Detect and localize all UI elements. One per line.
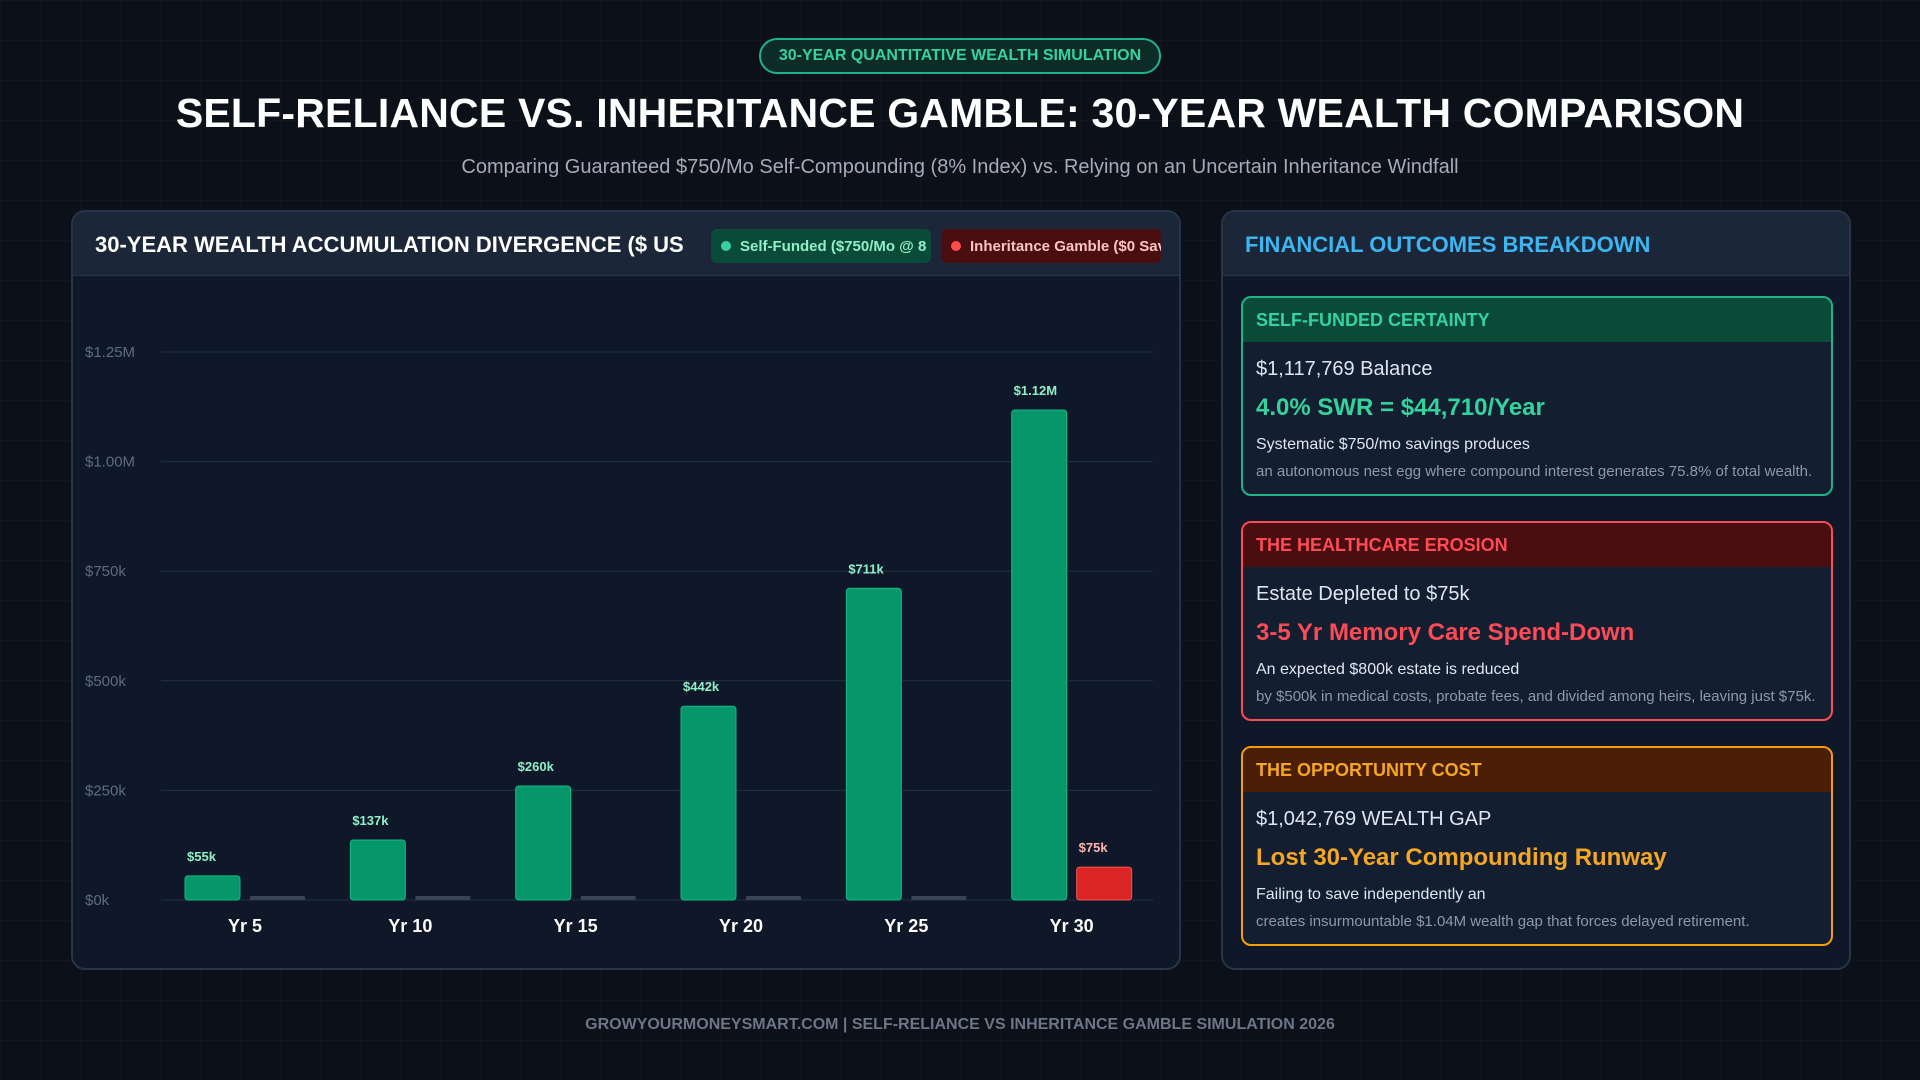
- wealth-bar-chart: $0k $250k $500k $750k $1.00M $1.25M $55k Yr 5 $1…: [85, 344, 1153, 936]
- bar-baseline-marker: [911, 896, 967, 900]
- data-label: $711k: [848, 561, 884, 576]
- y-tick-label: $250k: [85, 782, 126, 799]
- breakdown-panel: FINANCIAL OUTCOMES BREAKDOWN SELF-FUNDED…: [1221, 210, 1851, 970]
- bar-self-funded: [515, 785, 572, 901]
- card-self-funded-certainty: SELF-FUNDED CERTAINTY $1,117,769 Balance…: [1241, 296, 1833, 496]
- data-label: $55k: [187, 849, 217, 864]
- card-highlight: 3-5 Yr Memory Care Spend-Down: [1256, 619, 1635, 646]
- x-tick-label: Yr 10: [388, 916, 432, 936]
- page-title: SELF-RELIANCE VS. INHERITANCE GAMBLE: 30…: [175, 90, 1745, 136]
- card-detail: an autonomous nest egg where compound in…: [1256, 463, 1813, 480]
- card-heading: THE HEALTHCARE EROSION: [1243, 523, 1831, 567]
- breakdown-panel-header: FINANCIAL OUTCOMES BREAKDOWN: [1223, 212, 1849, 276]
- breakdown-title: FINANCIAL OUTCOMES BREAKDOWN: [1245, 232, 1651, 257]
- chart-title: 30-YEAR WEALTH ACCUMULATION DIVERGENCE (…: [95, 232, 684, 257]
- x-tick-label: Yr 15: [554, 916, 598, 936]
- card-description: Failing to save independently an: [1256, 886, 1486, 903]
- bar-baseline-marker: [746, 896, 801, 900]
- legend-inheritance-label: Inheritance Gamble ($0 Sav): [970, 237, 1161, 255]
- data-label: $442k: [683, 679, 720, 694]
- y-tick-label: $750k: [85, 563, 126, 580]
- card-highlight: 4.0% SWR = $44,710/Year: [1256, 394, 1545, 421]
- chart-panel-header: 30-YEAR WEALTH ACCUMULATION DIVERGENCE (…: [73, 212, 1179, 276]
- red-dot-icon: [951, 241, 961, 251]
- y-tick-label: $1.00M: [85, 454, 135, 471]
- card-opportunity-cost: THE OPPORTUNITY COST $1,042,769 WEALTH G…: [1241, 746, 1833, 946]
- legend-self-funded: Self-Funded ($750/Mo @ 8: [711, 229, 931, 263]
- card-highlight: Lost 30-Year Compounding Runway: [1256, 844, 1667, 871]
- bar-self-funded: [349, 839, 406, 901]
- bar-self-funded: [184, 875, 241, 901]
- bar-self-funded: [680, 705, 737, 901]
- bar-baseline-marker: [250, 896, 305, 900]
- card-heading: THE OPPORTUNITY COST: [1243, 748, 1831, 792]
- bar-self-funded: [845, 587, 902, 901]
- card-balance: Estate Depleted to $75k: [1256, 583, 1470, 605]
- x-tick-label: Yr 5: [228, 916, 262, 936]
- card-detail: by $500k in medical costs, probate fees,…: [1256, 688, 1816, 705]
- card-detail: creates insurmountable $1.04M wealth gap…: [1256, 913, 1750, 930]
- x-tick-label: Yr 25: [884, 916, 928, 936]
- card-description: Systematic $750/mo savings produces: [1256, 436, 1530, 453]
- card-heading: SELF-FUNDED CERTAINTY: [1243, 298, 1831, 342]
- y-tick-label: $0k: [85, 892, 110, 909]
- legend-inheritance: Inheritance Gamble ($0 Sav): [941, 229, 1161, 263]
- card-balance: $1,042,769 WEALTH GAP: [1256, 808, 1492, 830]
- footer: GROWYOURMONEYSMART.COM | SELF-RELIANCE V…: [585, 1016, 1335, 1033]
- green-dot-icon: [721, 241, 731, 251]
- bar-self-funded: [1011, 409, 1068, 901]
- y-tick-label: $500k: [85, 673, 126, 690]
- card-balance: $1,117,769 Balance: [1256, 358, 1433, 380]
- data-label: $1.12M: [1014, 383, 1057, 398]
- bar-baseline-marker: [415, 896, 471, 900]
- data-label: $260k: [518, 759, 555, 774]
- data-label: $137k: [352, 813, 389, 828]
- legend-self-funded-label: Self-Funded ($750/Mo @ 8: [740, 237, 927, 255]
- page-subtitle: Comparing Guaranteed $750/Mo Self-Compou…: [461, 156, 1459, 178]
- data-label: $75k: [1079, 840, 1109, 855]
- card-description: An expected $800k estate is reduced: [1256, 661, 1520, 678]
- card-healthcare-erosion: THE HEALTHCARE EROSION Estate Depleted t…: [1241, 521, 1833, 721]
- y-tick-label: $1.25M: [85, 344, 135, 361]
- x-tick-label: Yr 20: [719, 916, 763, 936]
- bar-inheritance: [1076, 866, 1133, 901]
- bar-baseline-marker: [580, 896, 636, 900]
- simulation-badge: 30-YEAR QUANTITATIVE WEALTH SIMULATION: [759, 38, 1161, 74]
- x-tick-label: Yr 30: [1050, 916, 1094, 936]
- chart-panel: $0k $250k $500k $750k $1.00M $1.25M $55k Yr 5 $1…: [71, 210, 1181, 970]
